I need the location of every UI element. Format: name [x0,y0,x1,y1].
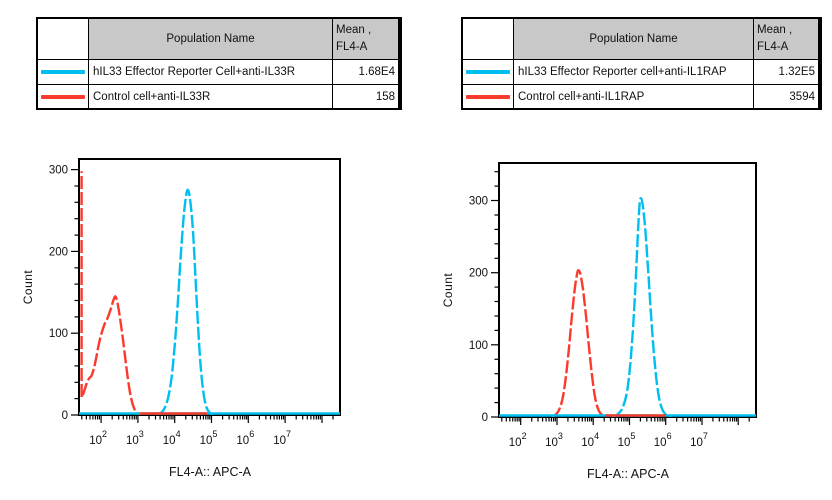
series-curves [79,171,340,415]
series-red-curve [551,269,607,417]
table-row: hIL33 Effector Reporter Cell+anti-IL33R … [38,60,400,84]
x-axis-ticks [81,416,334,423]
x-tick-label: 106 [654,431,672,449]
table-row: hIL33 Effector Reporter cell+anti-IL1RAP… [463,60,820,84]
table-right-header-swatch-cell [463,19,513,59]
mean-header-line1: Mean , [336,24,372,36]
y-tick-label: 300 [469,196,488,208]
x-tick-label: 107 [690,431,708,449]
y-axis-title: Count [441,272,455,308]
histogram-panel-right: 102 103 104 105 106 107 0 100 200 300 Count FL4-A… [416,140,832,500]
table-right-header-mean: Mean , FL4-A [754,19,818,59]
population-name: hIL33 Effector Reporter Cell+anti-IL33R [89,60,332,84]
mean-value: 158 [333,85,398,108]
x-tick-label: 103 [126,429,144,447]
x-axis-title: FL4-A:: APC-A [169,465,251,479]
x-axis-tick-labels: 102 103 104 105 106 107 [509,431,708,449]
y-axis-ticks [491,171,498,418]
x-axis-tick-labels: 102 103 104 105 106 107 [89,429,291,447]
mean-header-line2: FL4-A [336,40,368,53]
x-axis-ticks [501,418,750,425]
table-left-header-swatch-cell [38,19,88,59]
y-axis-tick-labels: 0 100 200 300 [469,196,488,425]
plot-frame [498,162,757,418]
y-tick-label: 100 [49,328,68,340]
y-axis-title: Count [21,269,35,305]
x-tick-label: 102 [89,429,107,447]
series-color-swatch-cyan [41,70,85,74]
y-tick-label: 0 [482,412,488,424]
table-left-header-population: Population Name [89,19,332,59]
series-color-cell [38,85,88,108]
x-tick-label: 105 [618,431,636,449]
x-tick-label: 106 [236,429,254,447]
histogram-panel-left: 102 103 104 105 106 107 0 100 200 300 Count FL4-A… [0,140,416,500]
x-tick-label: 105 [200,429,218,447]
population-table-left: Population Name Mean , FL4-A hIL33 Effec… [36,17,402,110]
x-axis-title: FL4-A:: APC-A [587,467,669,481]
mean-header-line1: Mean , [757,24,793,36]
population-name: hIL33 Effector Reporter cell+anti-IL1RAP [514,60,753,84]
population-name: Control cell+anti-IL33R [89,85,332,108]
histogram-plot-left: 102 103 104 105 106 107 0 100 200 300 [49,158,341,447]
y-tick-label: 0 [62,410,68,422]
table-row: Control cell+anti-IL33R 158 [38,85,400,108]
mean-header-line2: FL4-A [757,40,789,53]
histogram-plot-right: 102 103 104 105 106 107 0 100 200 300 [469,162,757,449]
population-table-right: Population Name Mean , FL4-A hIL33 Effec… [461,17,822,110]
table-right-header-population: Population Name [514,19,753,59]
mean-value: 1.32E5 [754,60,818,84]
y-tick-label: 200 [49,246,68,258]
y-axis-tick-labels: 0 100 200 300 [49,165,68,422]
x-tick-label: 104 [163,429,181,447]
plot-frame [78,158,341,416]
table-left-header-mean: Mean , FL4-A [333,19,398,59]
series-color-swatch-red [466,94,510,99]
y-tick-label: 100 [469,340,488,352]
x-tick-label: 104 [581,431,599,449]
mean-value: 1.68E4 [333,60,398,84]
population-name: Control cell+anti-IL1RAP [514,85,753,108]
y-tick-label: 300 [49,165,68,177]
x-tick-label: 102 [509,431,527,449]
x-tick-label: 103 [545,431,563,449]
series-red-curve [81,295,142,415]
series-curves [499,197,756,417]
table-row: Control cell+anti-IL1RAP 3594 [463,85,820,108]
series-cyan-curve [611,197,672,417]
series-color-cell [463,60,513,84]
y-axis-ticks [71,169,78,416]
series-color-swatch-red [41,94,85,99]
series-cyan-curve [156,188,214,415]
x-tick-label: 107 [273,429,291,447]
series-color-swatch-cyan [466,70,510,74]
y-tick-label: 200 [469,268,488,280]
mean-value: 3594 [754,85,818,108]
series-color-cell [38,60,88,84]
series-color-cell [463,85,513,108]
